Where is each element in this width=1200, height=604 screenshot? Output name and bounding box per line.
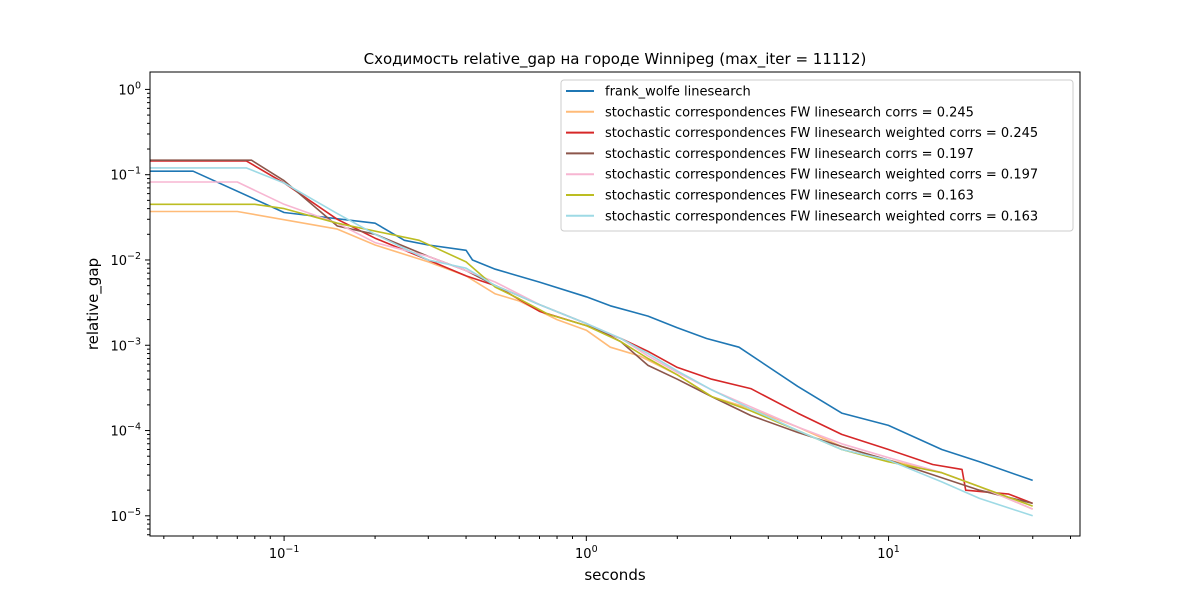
legend-label-3: stochastic correspondences FW linesearch… bbox=[605, 126, 1038, 141]
y-tick-label: 10−5 bbox=[110, 507, 141, 525]
legend-label-2: stochastic correspondences FW linesearch… bbox=[605, 105, 974, 120]
legend-box bbox=[560, 79, 1074, 232]
y-axis-label: relative_gap bbox=[84, 258, 103, 350]
x-axis-label: seconds bbox=[584, 566, 645, 584]
x-tick-label: 10−1 bbox=[269, 544, 300, 562]
x-tick-label: 100 bbox=[575, 544, 598, 562]
legend-label-5: stochastic correspondences FW linesearch… bbox=[605, 168, 1038, 183]
y-axis: 100 10−1 10−2 10−3 10−4 10−5 bbox=[110, 80, 150, 536]
x-axis: 10−1 100 101 bbox=[163, 536, 1072, 562]
series-line-1 bbox=[150, 170, 1033, 482]
legend-label-1: frank_wolfe linesearch bbox=[605, 85, 751, 100]
chart-title: Сходимость relative_gap на городе Winnip… bbox=[364, 50, 867, 69]
legend: frank_wolfe linesearch stochastic corresp… bbox=[560, 79, 1074, 232]
y-tick-label: 10−1 bbox=[110, 166, 141, 184]
y-tick-label: 10−2 bbox=[110, 251, 141, 269]
y-tick-label: 100 bbox=[118, 80, 141, 98]
series-line-7 bbox=[150, 167, 1033, 517]
plot-area-frame bbox=[149, 71, 1081, 537]
legend-label-4: stochastic correspondences FW linesearch… bbox=[605, 147, 974, 162]
series-layer bbox=[150, 159, 1034, 517]
legend-label-6: stochastic correspondences FW linesearch… bbox=[605, 189, 974, 204]
legend-label-7: stochastic correspondences FW linesearch… bbox=[605, 209, 1038, 224]
y-tick-label: 10−3 bbox=[110, 336, 141, 354]
x-tick-label: 101 bbox=[877, 544, 900, 562]
y-tick-label: 10−4 bbox=[110, 422, 141, 440]
